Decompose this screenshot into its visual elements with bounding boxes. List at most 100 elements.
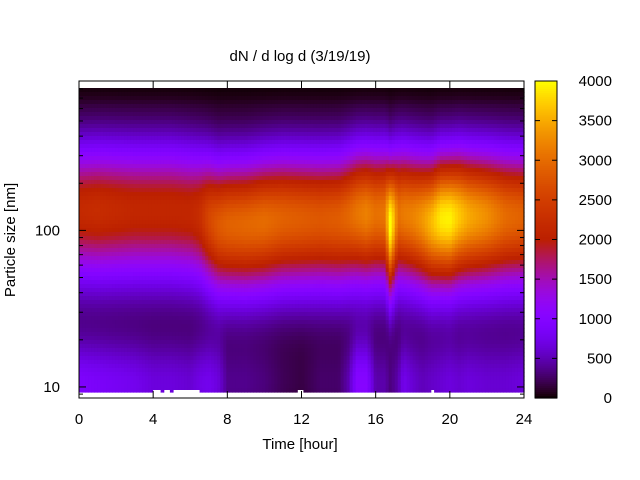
heatmap-cell bbox=[136, 200, 140, 205]
heatmap-cell bbox=[112, 96, 116, 101]
heatmap-cell bbox=[103, 304, 107, 309]
heatmap-cell bbox=[163, 220, 167, 225]
heatmap-cell bbox=[160, 336, 164, 341]
heatmap-cell bbox=[148, 92, 152, 97]
heatmap-cell bbox=[163, 304, 167, 309]
heatmap-cell bbox=[136, 240, 140, 245]
heatmap-cell bbox=[103, 252, 107, 257]
heatmap-cell bbox=[142, 328, 146, 333]
heatmap-cell bbox=[130, 248, 134, 253]
heatmap-cell bbox=[184, 124, 188, 129]
heatmap-cell bbox=[133, 388, 137, 393]
heatmap-cell bbox=[97, 280, 101, 285]
heatmap-cell bbox=[184, 192, 188, 197]
heatmap-cell bbox=[139, 220, 143, 225]
heatmap-cell bbox=[160, 108, 164, 113]
heatmap-cell bbox=[94, 188, 98, 193]
heatmap-cell bbox=[115, 308, 119, 313]
heatmap-cell bbox=[196, 336, 200, 341]
heatmap-cell bbox=[106, 244, 110, 249]
heatmap-cell bbox=[151, 240, 155, 245]
heatmap-cell bbox=[205, 176, 209, 181]
heatmap-cell bbox=[190, 124, 194, 129]
heatmap-cell bbox=[136, 140, 140, 145]
heatmap-cell bbox=[187, 212, 191, 217]
heatmap-cell bbox=[130, 332, 134, 337]
heatmap-cell bbox=[199, 336, 203, 341]
heatmap-cell bbox=[181, 316, 185, 321]
heatmap-cell bbox=[130, 304, 134, 309]
heatmap-cell bbox=[112, 276, 116, 281]
heatmap-cell bbox=[142, 292, 146, 297]
heatmap-cell bbox=[142, 240, 146, 245]
heatmap-cell bbox=[208, 164, 212, 169]
heatmap-cell bbox=[88, 160, 92, 165]
heatmap-cell bbox=[127, 232, 131, 237]
heatmap-cell bbox=[154, 268, 158, 273]
heatmap-cell bbox=[211, 192, 215, 197]
heatmap-cell bbox=[196, 384, 200, 389]
heatmap-cell bbox=[157, 188, 161, 193]
heatmap-cell bbox=[160, 188, 164, 193]
heatmap-cell bbox=[82, 196, 86, 201]
heatmap-cell bbox=[196, 200, 200, 205]
heatmap-cell bbox=[187, 188, 191, 193]
heatmap-cell bbox=[199, 272, 203, 277]
heatmap-cell bbox=[100, 148, 104, 153]
heatmap-cell bbox=[100, 236, 104, 241]
heatmap-cell bbox=[154, 196, 158, 201]
heatmap-cell bbox=[130, 176, 134, 181]
heatmap-cell bbox=[124, 216, 128, 221]
heatmap-cell bbox=[205, 180, 209, 185]
heatmap-cell bbox=[157, 328, 161, 333]
heatmap-cell bbox=[91, 212, 95, 217]
heatmap-cell bbox=[118, 196, 122, 201]
heatmap-cell bbox=[139, 336, 143, 341]
heatmap-cell bbox=[145, 140, 149, 145]
heatmap-cell bbox=[106, 364, 110, 369]
heatmap-cell bbox=[85, 100, 89, 105]
heatmap-cell bbox=[181, 220, 185, 225]
heatmap-cell bbox=[163, 232, 167, 237]
heatmap-cell bbox=[136, 288, 140, 293]
heatmap-cell bbox=[205, 92, 209, 97]
heatmap-cell bbox=[196, 380, 200, 385]
heatmap-cell bbox=[154, 288, 158, 293]
heatmap-cell bbox=[106, 240, 110, 245]
heatmap-cell bbox=[94, 336, 98, 341]
heatmap-cell bbox=[178, 236, 182, 241]
heatmap-cell bbox=[133, 276, 137, 281]
heatmap-cell bbox=[169, 248, 173, 253]
heatmap-cell bbox=[193, 256, 197, 261]
heatmap-cell bbox=[193, 272, 197, 277]
heatmap-cell bbox=[109, 120, 113, 125]
heatmap-cell bbox=[178, 244, 182, 249]
heatmap-cell bbox=[103, 264, 107, 269]
heatmap-cell bbox=[112, 320, 116, 325]
heatmap-cell bbox=[163, 280, 167, 285]
heatmap-cell bbox=[163, 372, 167, 377]
heatmap-cell bbox=[91, 296, 95, 301]
heatmap-cell bbox=[121, 212, 125, 217]
heatmap-cell bbox=[145, 164, 149, 169]
heatmap-cell bbox=[160, 340, 164, 345]
heatmap-cell bbox=[208, 220, 212, 225]
heatmap-cell bbox=[88, 248, 92, 253]
heatmap-cell bbox=[103, 160, 107, 165]
heatmap-cell bbox=[133, 324, 137, 329]
heatmap-cell bbox=[91, 168, 95, 173]
heatmap-cell bbox=[115, 208, 119, 213]
heatmap-cell bbox=[82, 184, 86, 189]
heatmap-cell bbox=[91, 144, 95, 149]
heatmap-cell bbox=[136, 112, 140, 117]
heatmap-cell bbox=[175, 288, 179, 293]
heatmap-cell bbox=[115, 288, 119, 293]
heatmap-cell bbox=[154, 180, 158, 185]
heatmap-cell bbox=[127, 216, 131, 221]
heatmap-cell bbox=[184, 372, 188, 377]
heatmap-cell bbox=[106, 248, 110, 253]
heatmap-cell bbox=[139, 388, 143, 393]
heatmap-cell bbox=[175, 272, 179, 277]
heatmap-cell bbox=[193, 368, 197, 373]
heatmap-cell bbox=[169, 348, 173, 353]
